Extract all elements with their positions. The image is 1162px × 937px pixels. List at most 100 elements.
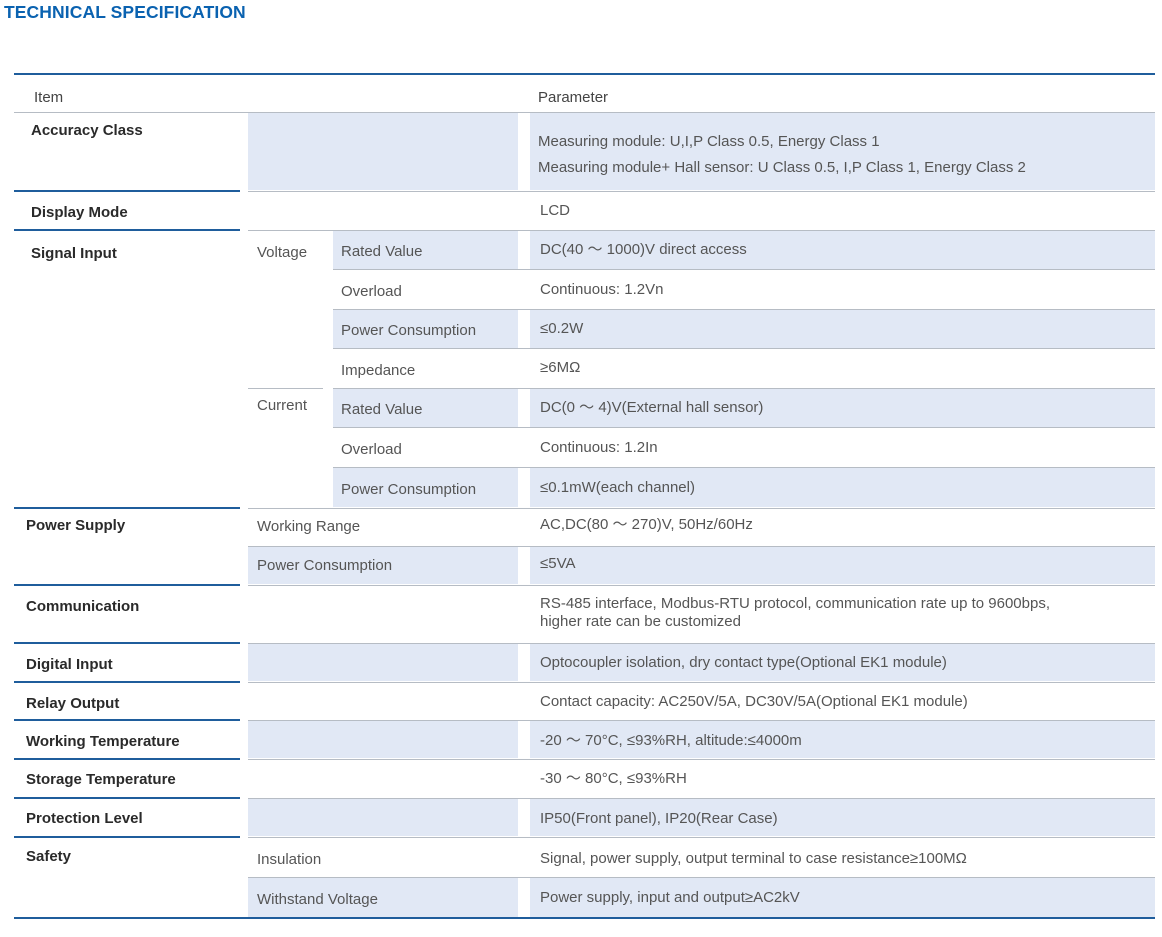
c-rated-value: DC(0 ～ 4)V(External hall sensor) <box>540 399 764 416</box>
row-bg <box>530 799 1155 836</box>
row-bg <box>530 878 1155 917</box>
row-divider <box>248 682 1155 683</box>
row-divider <box>333 467 1155 468</box>
insulation-value: Signal, power supply, output terminal to… <box>540 850 967 867</box>
power-consumption-value: ≤5VA <box>540 555 576 572</box>
withstand-value: Power supply, input and output≥AC2kV <box>540 889 800 906</box>
row-divider <box>248 191 1155 192</box>
comm-value-1: RS-485 interface, Modbus-RTU protocol, c… <box>540 595 1050 612</box>
row-divider <box>333 309 1155 310</box>
table-bottom-border <box>14 917 1155 919</box>
header-parameter: Parameter <box>538 89 609 106</box>
relay-label: Relay Output <box>26 695 120 712</box>
row-divider <box>14 584 240 586</box>
current-label: Current <box>257 397 308 414</box>
c-overload-value: Continuous: 1.2In <box>540 439 658 456</box>
c-rated-label: Rated Value <box>341 401 423 418</box>
row-bg <box>530 231 1155 269</box>
row-divider <box>333 388 1155 389</box>
row-divider <box>333 427 1155 428</box>
accuracy-label: Accuracy Class <box>31 122 143 139</box>
row-bg <box>248 799 518 836</box>
display-label: Display Mode <box>31 204 128 221</box>
row-bg <box>248 721 518 758</box>
row-divider <box>333 348 1155 349</box>
display-value: LCD <box>540 202 571 219</box>
row-divider <box>248 585 1155 586</box>
row-bg <box>530 389 1155 427</box>
row-divider <box>14 229 240 231</box>
row-divider <box>14 719 240 721</box>
table-top-border <box>14 73 1155 75</box>
withstand-label: Withstand Voltage <box>257 891 378 908</box>
protection-label: Protection Level <box>26 810 143 827</box>
comm-label: Communication <box>26 598 140 615</box>
accuracy-value-2: Measuring module+ Hall sensor: U Class 0… <box>538 159 1026 176</box>
c-overload-label: Overload <box>341 441 402 458</box>
row-divider <box>333 269 1155 270</box>
row-divider <box>248 230 1155 231</box>
protection-value: IP50(Front panel), IP20(Rear Case) <box>540 810 778 827</box>
worktemp-value: -20 ～ 70°C, ≤93%RH, altitude:≤4000m <box>540 732 802 749</box>
v-overload-label: Overload <box>341 283 402 300</box>
row-bg <box>530 310 1155 348</box>
row-bg <box>333 310 518 348</box>
row-bg <box>530 547 1155 584</box>
row-bg <box>530 468 1155 507</box>
page-title: TECHNICAL SPECIFICATION <box>4 2 246 22</box>
row-divider <box>248 798 1155 799</box>
row-divider <box>14 642 240 644</box>
row-bg <box>248 644 518 681</box>
v-power-label: Power Consumption <box>341 322 477 339</box>
v-impedance-value: ≥6MΩ <box>540 359 581 376</box>
row-divider <box>14 797 240 799</box>
power-label: Power Supply <box>26 517 126 534</box>
power-consumption-label: Power Consumption <box>257 557 393 574</box>
safety-label: Safety <box>26 848 72 865</box>
row-bg <box>248 113 518 190</box>
row-bg <box>248 547 518 584</box>
signal-label: Signal Input <box>31 245 117 262</box>
digital-value: Optocoupler isolation, dry contact type(… <box>540 654 947 671</box>
v-rated-value: DC(40 ～ 1000)V direct access <box>540 241 747 258</box>
row-divider <box>14 507 240 509</box>
row-divider <box>248 759 1155 760</box>
comm-value-2: higher rate can be customized <box>540 613 741 630</box>
insulation-label: Insulation <box>257 851 322 868</box>
row-divider <box>14 758 240 760</box>
digital-label: Digital Input <box>26 656 113 673</box>
c-power-label: Power Consumption <box>341 481 477 498</box>
row-bg <box>530 644 1155 681</box>
row-divider <box>248 546 1155 547</box>
storetemp-label: Storage Temperature <box>26 771 176 788</box>
power-range-label: Working Range <box>257 518 361 535</box>
row-bg <box>333 389 518 427</box>
row-divider <box>248 837 1155 838</box>
row-divider <box>248 643 1155 644</box>
row-divider <box>14 681 240 683</box>
header-divider <box>14 112 1155 113</box>
c-power-value: ≤0.1mW(each channel) <box>540 479 695 496</box>
storetemp-value: -30 ～ 80°C, ≤93%RH <box>540 770 687 787</box>
row-divider <box>248 877 1155 878</box>
relay-value: Contact capacity: AC250V/5A, DC30V/5A(Op… <box>540 693 968 710</box>
header-item: Item <box>34 89 64 106</box>
voltage-label: Voltage <box>257 244 308 261</box>
row-bg <box>530 721 1155 758</box>
v-overload-value: Continuous: 1.2Vn <box>540 281 664 298</box>
v-power-value: ≤0.2W <box>540 320 584 337</box>
row-divider <box>14 836 240 838</box>
row-divider <box>248 720 1155 721</box>
row-bg <box>333 231 518 269</box>
row-divider <box>14 190 240 192</box>
voltage-current-divider <box>248 388 323 389</box>
v-rated-label: Rated Value <box>341 243 423 260</box>
row-divider <box>248 508 1155 509</box>
row-bg <box>530 113 1155 190</box>
accuracy-value-1: Measuring module: U,I,P Class 0.5, Energ… <box>538 133 880 150</box>
worktemp-label: Working Temperature <box>26 733 180 750</box>
row-bg <box>333 468 518 507</box>
row-bg <box>248 878 518 917</box>
power-range-value: AC,DC(80 ～ 270)V, 50Hz/60Hz <box>540 516 753 533</box>
v-impedance-label: Impedance <box>341 362 416 379</box>
